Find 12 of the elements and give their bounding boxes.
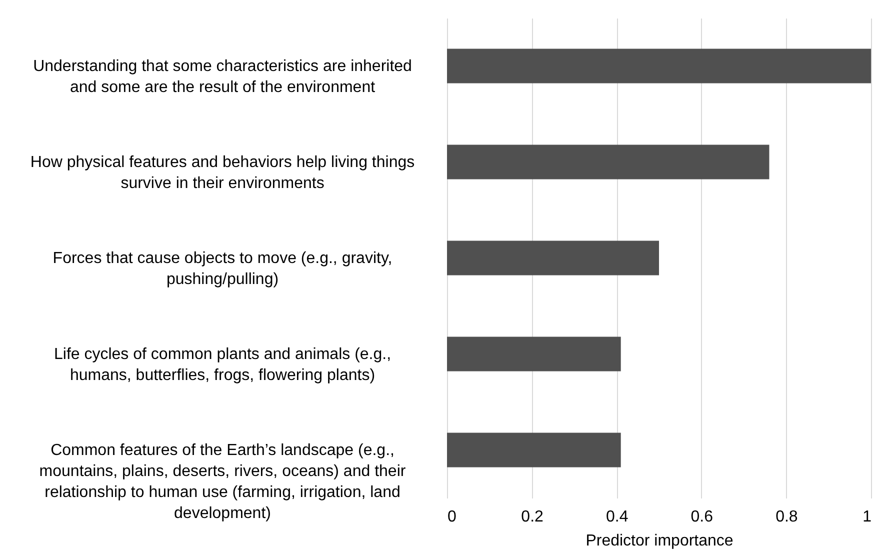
x-tick-label: 0 xyxy=(448,508,456,526)
y-tick-label: Common features of the Earth’s landscape (e.g., mountains, plains, deserts, rivers, oceans) and their relationship to human use (farming, irrigation, land development) xyxy=(39,442,406,522)
x-axis-title: Predictor importance xyxy=(586,532,734,550)
x-tick-label: 1 xyxy=(862,508,872,526)
x-tick-label: 0.6 xyxy=(690,508,714,526)
y-tick-label: Understanding that some characteristics are inherited and some are the result of the environment xyxy=(33,58,412,96)
x-tick-label: 0.2 xyxy=(521,508,544,526)
y-tick-label: How physical features and behaviors help living things survive in their environments xyxy=(30,154,415,192)
x-tick-label: 0.4 xyxy=(606,508,628,526)
x-tick-label: 0.8 xyxy=(776,508,798,526)
y-tick-label: Life cycles of common plants and animals (e.g., humans, butterflies, frogs, flowering plants) xyxy=(54,346,392,384)
y-tick-label: Forces that cause objects to move (e.g., gravity, pushing/pulling) xyxy=(52,250,392,288)
